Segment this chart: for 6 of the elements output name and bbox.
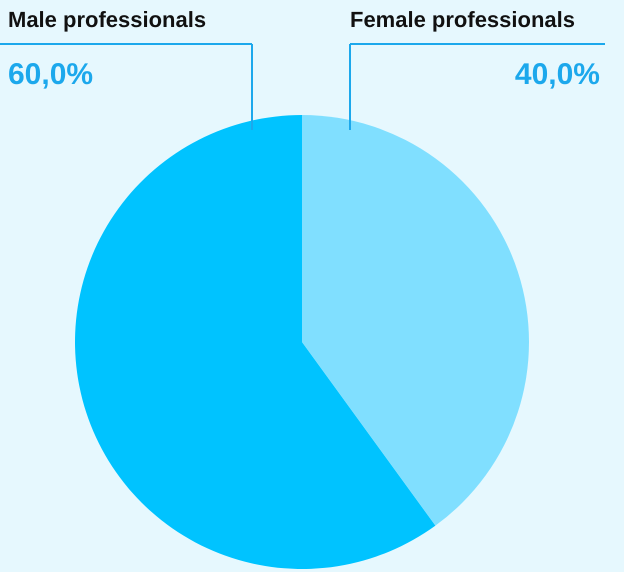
slice-label: Female professionals	[350, 7, 575, 32]
slice-label: Male professionals	[8, 7, 206, 32]
data-label: 60,0%	[8, 58, 94, 91]
pie-slice	[75, 115, 436, 569]
pie-slice	[302, 115, 529, 526]
data-label: 40,0%	[514, 58, 600, 91]
